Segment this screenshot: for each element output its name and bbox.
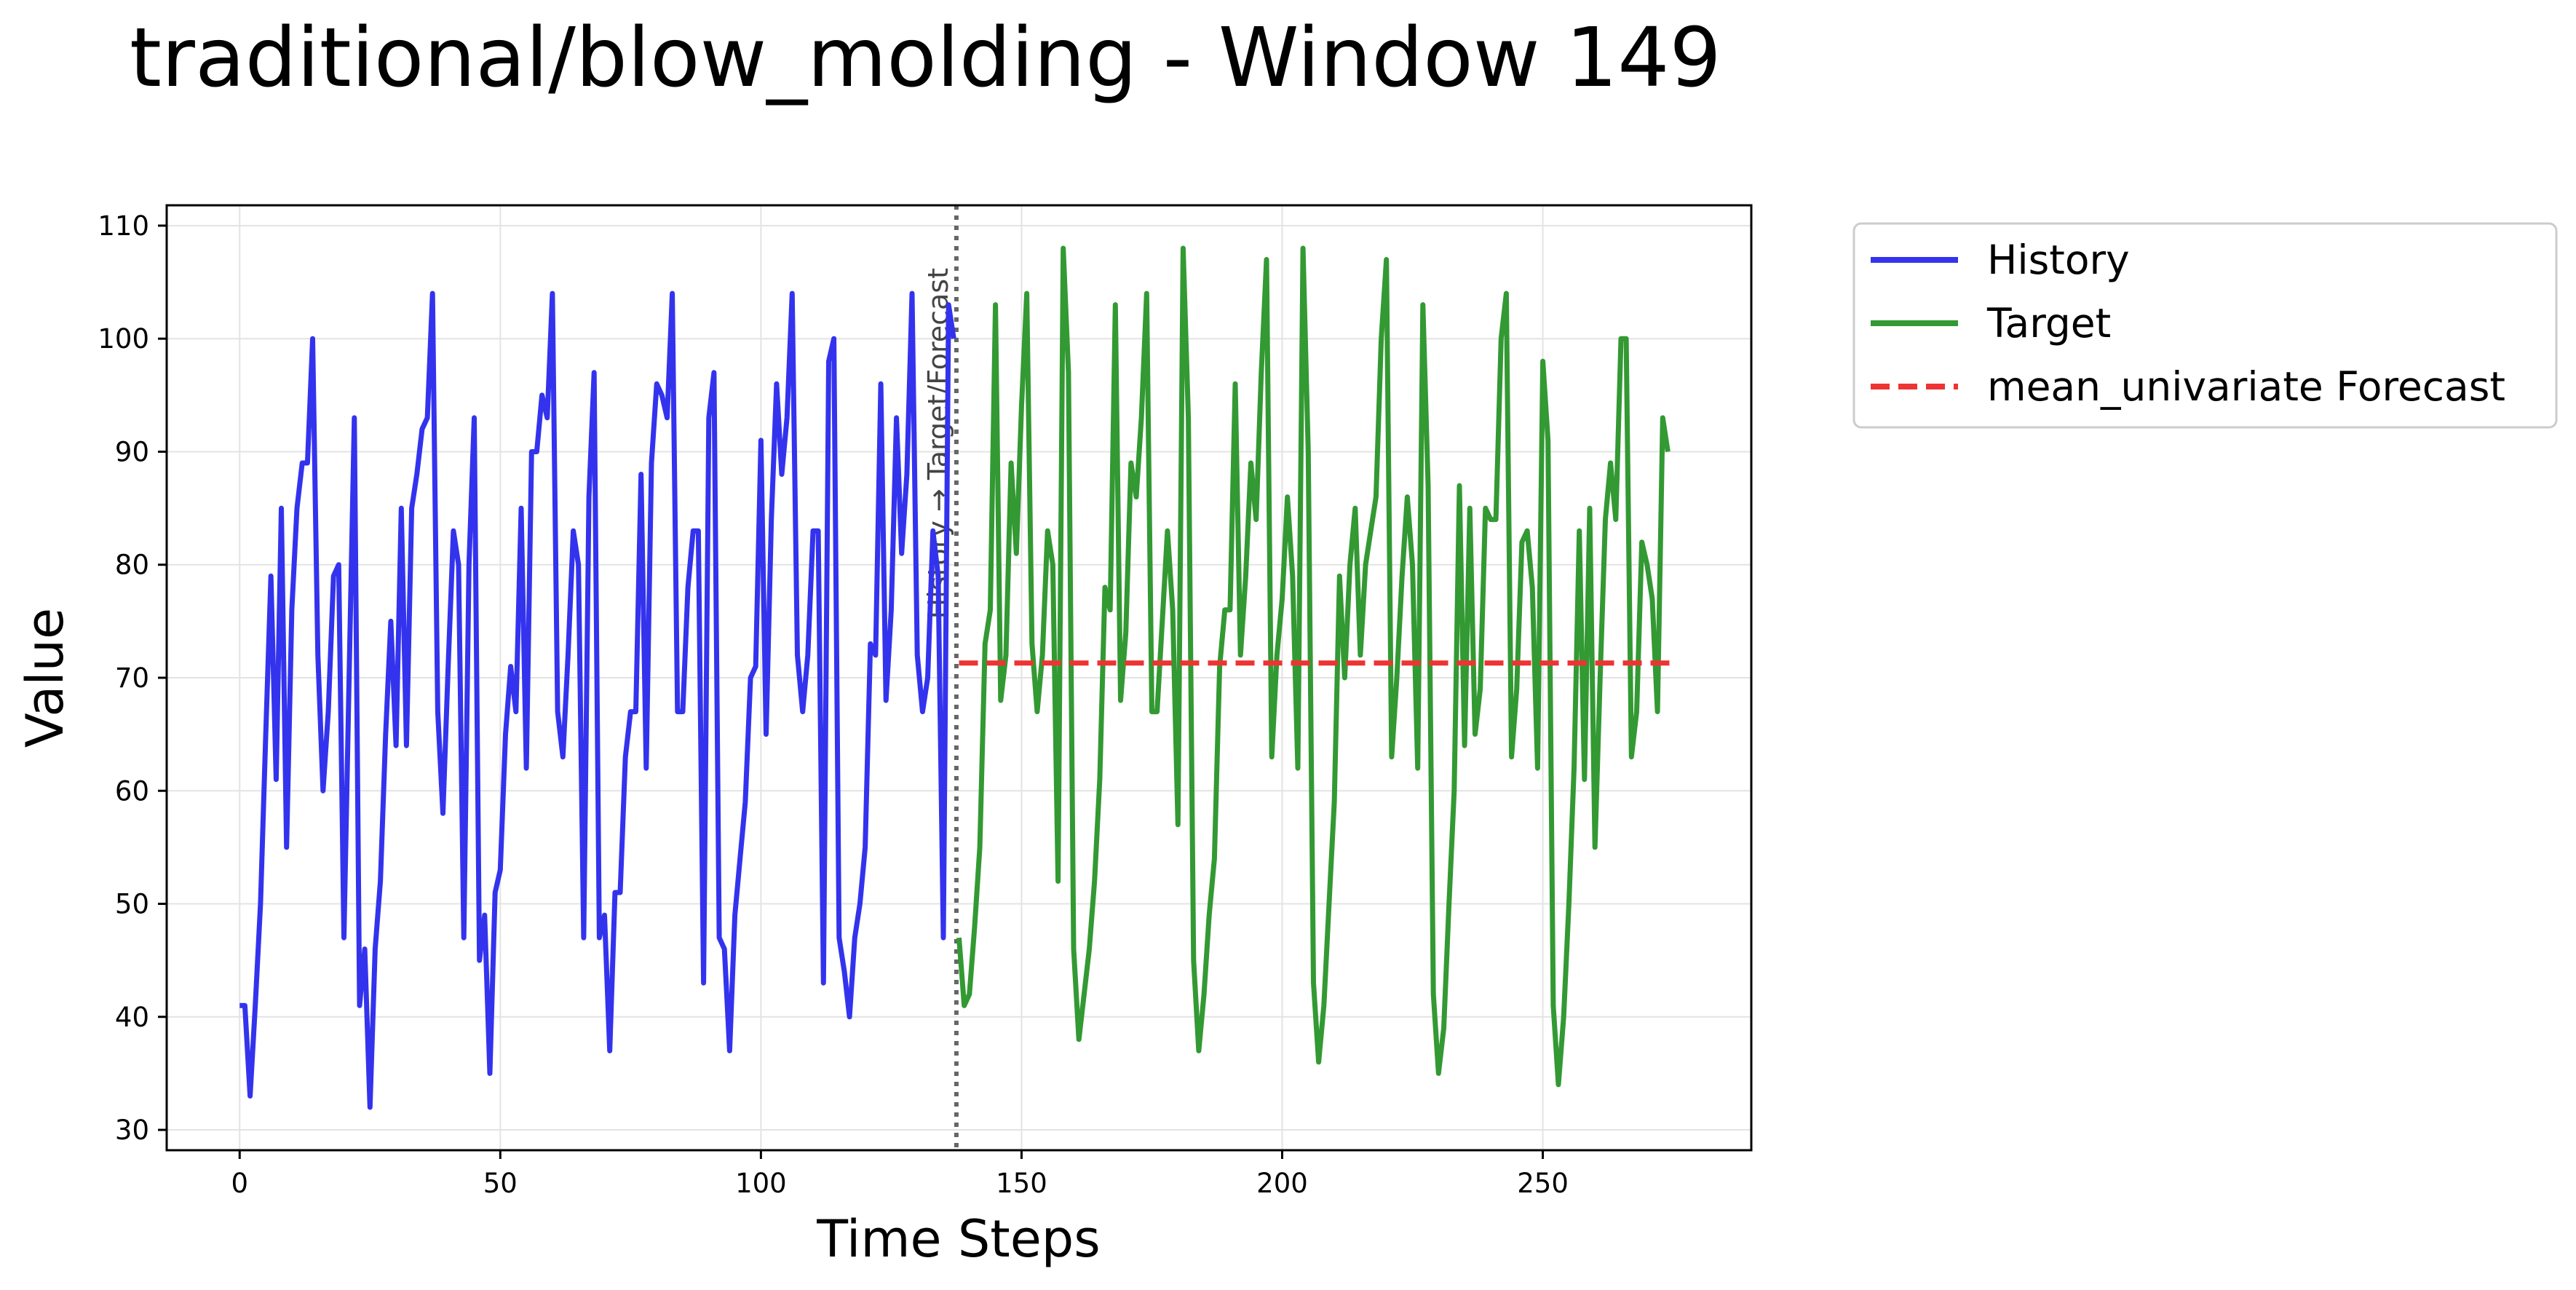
series-line-target bbox=[956, 245, 1671, 1088]
y-tick-label: 80 bbox=[115, 550, 149, 581]
series-line-history bbox=[239, 290, 956, 1110]
x-axis-ticks: 0 50 100 150 200 250 bbox=[231, 1150, 1569, 1199]
series-lines bbox=[239, 245, 1673, 1110]
y-tick-label: 90 bbox=[115, 436, 149, 467]
x-tick-label: 150 bbox=[996, 1168, 1047, 1199]
y-tick-label: 100 bbox=[98, 323, 149, 355]
x-tick-label: 250 bbox=[1517, 1168, 1569, 1199]
x-tick-label: 0 bbox=[231, 1168, 248, 1199]
y-tick-label: 30 bbox=[115, 1115, 149, 1146]
x-axis-label: Time Steps bbox=[816, 1209, 1100, 1269]
x-tick-label: 50 bbox=[483, 1168, 518, 1199]
legend-label-target: Target bbox=[1986, 300, 2111, 347]
legend: History Target mean_univariate Forecast bbox=[1852, 222, 2558, 429]
x-tick-label: 100 bbox=[735, 1168, 787, 1199]
y-tick-label: 110 bbox=[98, 210, 149, 242]
chart-title: traditional/blow_molding - Window 149 bbox=[130, 11, 1721, 106]
y-tick-label: 60 bbox=[115, 775, 149, 807]
y-axis-ticks: 30 40 50 60 70 80 90 100 110 bbox=[98, 210, 167, 1146]
legend-box bbox=[1852, 222, 2558, 429]
grid-lines bbox=[167, 205, 1751, 1150]
legend-label-history: History bbox=[1987, 237, 2130, 283]
y-tick-label: 50 bbox=[115, 889, 149, 920]
x-tick-label: 200 bbox=[1256, 1168, 1308, 1199]
y-tick-label: 40 bbox=[115, 1002, 149, 1033]
legend-label-forecast: mean_univariate Forecast bbox=[1987, 363, 2505, 410]
y-axis-label: Value bbox=[15, 608, 75, 748]
y-tick-label: 70 bbox=[115, 662, 149, 694]
